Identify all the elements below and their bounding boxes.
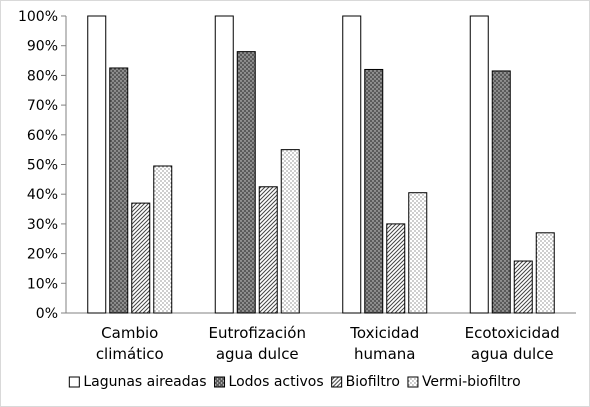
legend-label: Lodos activos	[229, 374, 324, 390]
bar	[214, 15, 234, 314]
bar	[342, 15, 362, 314]
bar	[364, 68, 384, 314]
legend-item: Lagunas aireadas	[68, 374, 207, 390]
y-tick-label: 20%	[27, 247, 58, 263]
legend-swatch	[331, 376, 343, 388]
bar	[469, 15, 489, 314]
legend-item: Vermi-biofiltro	[407, 374, 521, 390]
bar	[491, 70, 511, 314]
legend-label: Vermi-biofiltro	[422, 374, 521, 390]
legend-label: Lagunas aireadas	[83, 374, 206, 390]
y-tick-label: 60%	[27, 128, 58, 144]
bar	[109, 67, 129, 314]
x-category-label: agua dulce	[216, 345, 299, 363]
y-tick-label: 0%	[36, 306, 58, 322]
x-category-label: Toxicidad	[349, 324, 419, 342]
x-category-label: climático	[96, 345, 164, 363]
x-category-label: Eutrofización	[209, 324, 307, 342]
bar	[153, 165, 173, 314]
x-category-label: Cambio	[101, 324, 158, 342]
x-category-label: agua dulce	[471, 345, 554, 363]
y-tick-label: 30%	[27, 217, 58, 233]
y-tick-label: 100%	[18, 9, 58, 25]
x-category-label: Ecotoxicidad	[465, 324, 560, 342]
legend-swatch	[214, 376, 226, 388]
bar	[280, 149, 300, 314]
bar	[408, 192, 428, 314]
bar	[386, 223, 406, 314]
bar	[87, 15, 107, 314]
bar	[513, 260, 533, 314]
bar	[131, 202, 151, 314]
legend-item: Biofiltro	[331, 374, 400, 390]
y-tick-label: 50%	[27, 158, 58, 174]
y-tick-label: 80%	[27, 68, 58, 84]
legend-label: Biofiltro	[346, 374, 400, 390]
bar	[535, 232, 555, 314]
legend-swatch	[407, 376, 419, 388]
bar	[258, 186, 278, 314]
y-tick-label: 90%	[27, 39, 58, 55]
bar	[236, 51, 256, 314]
y-tick-label: 40%	[27, 187, 58, 203]
legend-item: Lodos activos	[214, 374, 324, 390]
y-tick-label: 70%	[27, 98, 58, 114]
y-tick-label: 10%	[27, 276, 58, 292]
x-category-label: humana	[354, 345, 416, 363]
legend-swatch	[68, 376, 80, 388]
